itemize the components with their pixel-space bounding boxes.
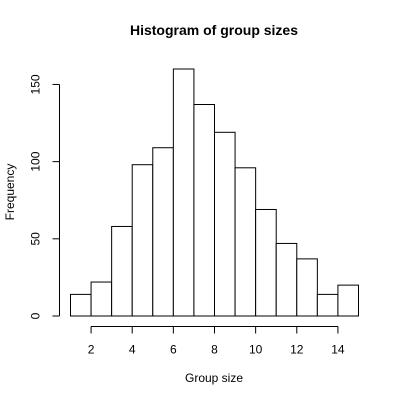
x-tick-label: 6 [170,343,177,357]
x-axis-label: Group size [185,371,243,385]
histogram-bar-8 [214,131,236,317]
histogram-bar-11 [275,242,298,317]
x-tick-label: 4 [129,343,136,357]
histogram-bar-1 [70,293,92,317]
bars-group [70,68,359,317]
x-tick-label: 2 [88,343,95,357]
y-tick-label: 100 [29,151,43,171]
y-axis: 0 50 100 150 [29,74,60,319]
chart-title: Histogram of group sizes [130,22,298,38]
y-axis-label: Frequency [3,164,17,221]
x-tick-label: 8 [211,343,218,357]
histogram-bar-10 [255,208,277,317]
histogram-bar-2 [90,281,113,317]
x-tick-label: 14 [331,343,345,357]
y-tick-label: 0 [29,312,43,319]
histogram-bar-4 [131,164,154,317]
histogram-bar-3 [111,225,133,317]
histogram-bar-12 [296,258,318,317]
x-tick-label: 10 [249,343,263,357]
y-tick-label: 150 [29,74,43,94]
histogram-bar-5 [152,147,174,317]
histogram-bar-6 [172,68,195,317]
histogram-bar-14 [337,284,359,317]
histogram-bar-7 [193,104,216,317]
histogram-bar-13 [316,293,339,317]
x-axis: 2 4 6 8 10 12 14 [88,326,345,357]
x-tick-label: 12 [290,343,304,357]
y-tick-label: 50 [29,232,43,246]
histogram-bar-9 [234,167,257,317]
